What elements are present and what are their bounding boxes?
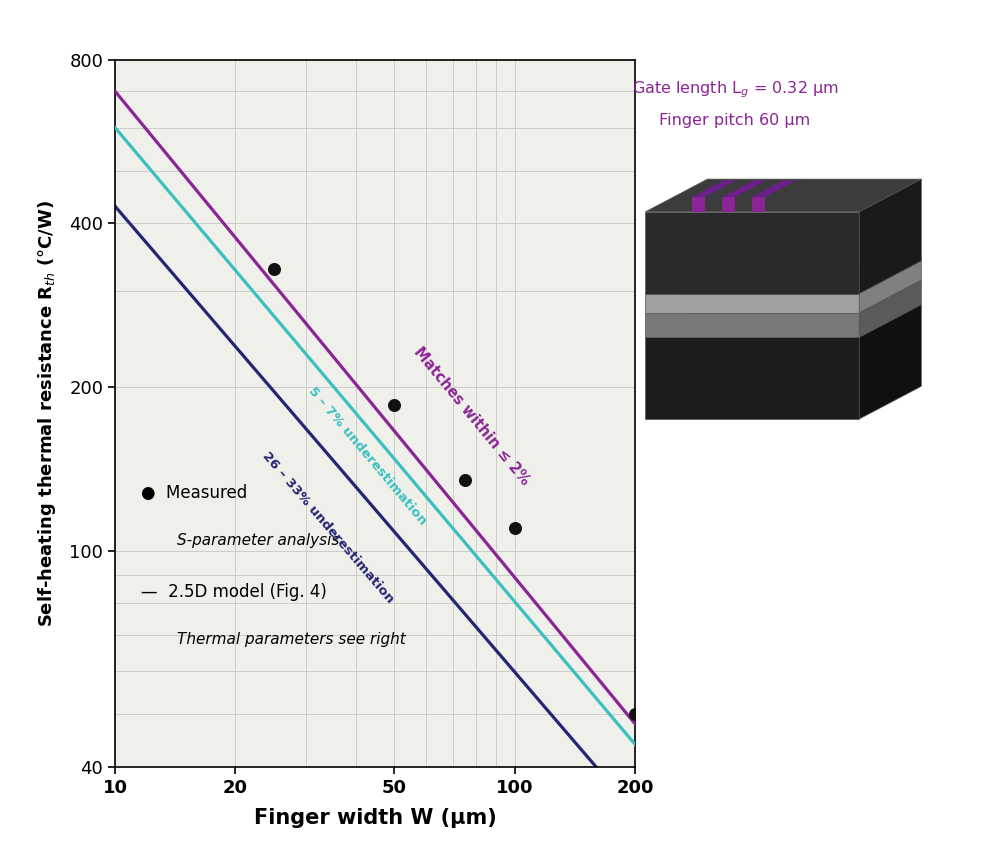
Polygon shape — [645, 337, 859, 419]
Text: Standalone film BTE: Standalone film BTE — [721, 576, 894, 591]
Polygon shape — [859, 179, 921, 294]
Polygon shape — [645, 212, 859, 294]
Text: (Figs. 7 + 8): (Figs. 7 + 8) — [755, 514, 860, 529]
Point — [386, 399, 402, 412]
Text: S-parameter analysis: S-parameter analysis — [177, 533, 340, 549]
Text: Matches within ≤ 2%: Matches within ≤ 2% — [411, 344, 533, 488]
Text: Bulk conductivities: Bulk conductivities — [718, 713, 897, 731]
Polygon shape — [645, 261, 921, 294]
Point — [627, 707, 643, 721]
Text: Film BTE (In-plane): Film BTE (In-plane) — [726, 454, 889, 469]
Polygon shape — [692, 181, 736, 197]
Polygon shape — [752, 197, 765, 212]
Text: —  2.5D model (Fig. 4): — 2.5D model (Fig. 4) — [141, 583, 327, 601]
Polygon shape — [692, 197, 705, 212]
Polygon shape — [859, 304, 921, 419]
Text: 26 – 33% underestimation: 26 – 33% underestimation — [260, 450, 396, 606]
Text: Thermal parameters see right: Thermal parameters see right — [177, 632, 406, 648]
Point — [457, 473, 473, 486]
Point — [266, 262, 282, 275]
Text: (Fig. 7): (Fig. 7) — [777, 636, 838, 651]
X-axis label: Finger width W (μm): Finger width W (μm) — [254, 808, 496, 827]
Text: 5 – 7% underestimation: 5 – 7% underestimation — [306, 384, 429, 527]
Point — [507, 521, 523, 535]
Text: Cross-plane & In-plane: Cross-plane & In-plane — [710, 606, 905, 621]
Text: Multilayer BTE (Cross-pl.): Multilayer BTE (Cross-pl.) — [698, 484, 917, 499]
Polygon shape — [859, 280, 921, 337]
Text: Gate length L$_g$ = 0.32 μm: Gate length L$_g$ = 0.32 μm — [632, 79, 838, 100]
Text: W: W — [746, 147, 762, 161]
Y-axis label: Self-heating thermal resistance R$_{th}$ (°C/W): Self-heating thermal resistance R$_{th}$… — [36, 199, 58, 627]
Polygon shape — [645, 280, 921, 313]
Polygon shape — [722, 197, 735, 212]
Polygon shape — [752, 181, 796, 197]
Text: ●  Measured: ● Measured — [141, 484, 247, 502]
Polygon shape — [722, 181, 766, 197]
Polygon shape — [645, 179, 921, 212]
Polygon shape — [645, 304, 921, 337]
Polygon shape — [645, 313, 859, 337]
Polygon shape — [645, 294, 859, 313]
Text: Finger pitch 60 μm: Finger pitch 60 μm — [659, 113, 811, 129]
Polygon shape — [859, 261, 921, 313]
